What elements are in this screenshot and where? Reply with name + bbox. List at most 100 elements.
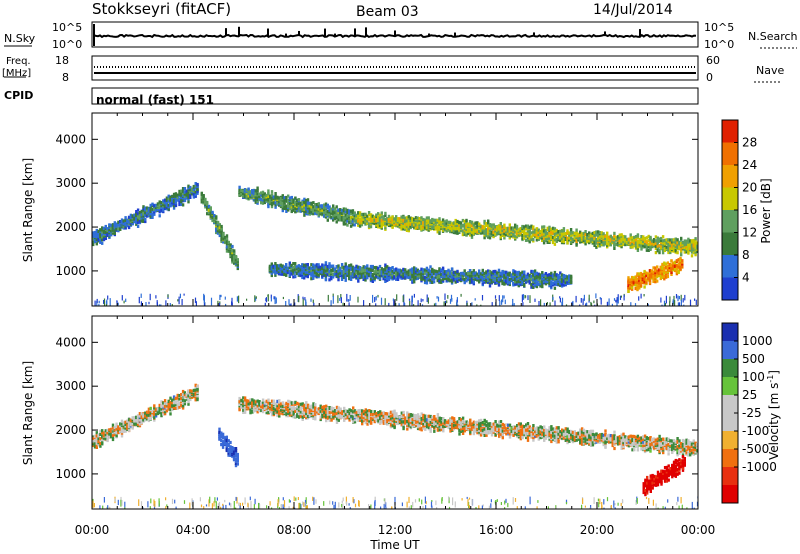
data-cell <box>249 193 252 197</box>
data-cell <box>634 278 637 282</box>
data-cell <box>506 228 510 233</box>
data-cell <box>425 278 429 282</box>
data-cell <box>638 243 641 247</box>
data-cell <box>380 215 383 219</box>
data-cell <box>413 225 416 229</box>
data-cell <box>213 217 216 221</box>
data-cell <box>656 273 659 277</box>
data-cell <box>488 281 492 285</box>
ground-echo <box>417 300 419 306</box>
data-cell <box>297 264 300 268</box>
data-cell <box>487 219 490 223</box>
data-cell <box>169 200 172 204</box>
data-cell <box>449 226 452 231</box>
data-cell <box>163 206 167 211</box>
data-cell <box>328 215 331 219</box>
data-cell <box>666 270 670 274</box>
data-cell <box>526 224 530 228</box>
data-cell <box>694 246 697 250</box>
data-cell <box>216 221 220 225</box>
data-cell <box>375 272 378 276</box>
data-cell <box>330 268 333 272</box>
data-cell <box>353 211 356 215</box>
data-cell <box>438 231 441 235</box>
data-cell <box>656 265 659 269</box>
data-cell <box>681 241 685 245</box>
data-cell <box>494 225 497 229</box>
data-cell <box>663 240 667 244</box>
data-cell <box>101 233 104 237</box>
data-cell <box>514 280 517 284</box>
data-cell <box>178 197 181 201</box>
data-cell <box>119 220 122 224</box>
data-cell <box>172 194 176 198</box>
data-cell <box>434 218 438 222</box>
data-cell <box>639 271 643 276</box>
data-cell <box>533 283 537 287</box>
data-cell <box>295 265 299 269</box>
data-cell <box>465 233 468 237</box>
ground-echo <box>593 300 595 304</box>
data-cell <box>515 282 519 286</box>
data-cell <box>450 267 454 271</box>
data-cell <box>135 212 138 216</box>
ground-echo <box>559 297 561 303</box>
data-cell <box>196 187 199 191</box>
data-cell <box>279 269 282 274</box>
data-cell <box>515 229 519 233</box>
data-cell <box>681 243 685 247</box>
data-cell <box>675 264 679 268</box>
data-cell <box>672 261 675 265</box>
data-cell <box>643 245 647 249</box>
data-cell <box>366 216 369 220</box>
data-cell <box>144 217 147 221</box>
ground-echo <box>339 298 341 301</box>
data-cell <box>673 260 677 264</box>
data-cell <box>344 262 347 266</box>
data-cell <box>332 207 335 211</box>
data-cell <box>321 272 324 276</box>
data-cell <box>490 275 493 279</box>
data-cell <box>499 222 502 226</box>
data-cell <box>497 230 501 234</box>
data-cell <box>463 219 466 223</box>
data-cell <box>438 225 441 229</box>
data-cell <box>562 232 566 236</box>
ground-echo <box>236 296 238 302</box>
data-cell <box>663 269 666 273</box>
data-cell <box>117 223 120 227</box>
data-cell <box>418 221 421 225</box>
data-cell <box>136 221 140 225</box>
data-cell <box>434 221 438 225</box>
data-cell <box>337 214 340 218</box>
data-cell <box>215 220 218 224</box>
data-cell <box>450 227 454 231</box>
data-cell <box>344 213 347 217</box>
ground-echo <box>680 294 682 301</box>
data-cell <box>215 226 218 230</box>
data-cell <box>344 266 347 270</box>
freq-right-tick-top: 60 <box>706 54 720 67</box>
data-cell <box>687 240 690 244</box>
data-cell <box>573 235 576 239</box>
ground-echo <box>498 295 500 302</box>
data-cell <box>562 279 566 283</box>
data-cell <box>396 218 400 223</box>
data-cell <box>629 243 632 247</box>
data-cell <box>492 278 495 282</box>
data-cell <box>454 218 457 223</box>
data-cell <box>373 266 376 270</box>
data-cell <box>344 264 347 268</box>
data-cell <box>443 228 447 232</box>
ground-echo <box>332 293 334 298</box>
data-cell <box>514 272 517 276</box>
data-cell <box>285 268 288 272</box>
data-cell <box>508 236 511 240</box>
data-cell <box>185 189 188 193</box>
data-cell <box>340 263 344 267</box>
data-cell <box>355 216 358 220</box>
data-cell <box>548 239 551 243</box>
data-cell <box>339 217 342 221</box>
data-cell <box>344 218 347 222</box>
data-cell <box>676 238 679 242</box>
